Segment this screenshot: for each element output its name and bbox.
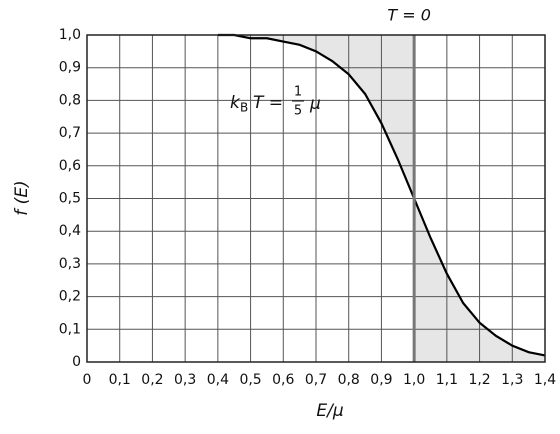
label-den: 5: [294, 104, 302, 119]
label-k: k: [230, 93, 241, 113]
x-tick-label: 0: [83, 372, 92, 388]
y-tick-label: 0,4: [59, 223, 81, 239]
x-tick-label: 1,4: [534, 372, 556, 388]
x-tick-label: 0,1: [109, 372, 131, 388]
x-axis-label: E/μ: [316, 401, 343, 421]
x-tick-label: 1,3: [501, 372, 523, 388]
x-tick-label: 0,7: [305, 372, 327, 388]
y-tick-label: 0,3: [59, 256, 81, 272]
y-tick-label: 0: [72, 354, 81, 370]
label-mu: μ: [309, 94, 321, 114]
x-tick-label: 0,2: [141, 372, 163, 388]
x-tick-label: 0,6: [272, 372, 294, 388]
y-tick-label: 0,5: [59, 191, 81, 207]
x-tick-label: 0,8: [338, 372, 360, 388]
y-tick-label: 0,8: [59, 92, 81, 108]
x-tick-label: 1,1: [436, 372, 458, 388]
x-tick-label: 0,4: [207, 372, 229, 388]
y-tick-label: 0,9: [59, 60, 81, 76]
y-tick-label: 1,0: [59, 27, 81, 43]
y-tick-label: 0,2: [59, 289, 81, 305]
label-t: T =: [253, 93, 283, 113]
x-tick-label: 1,2: [468, 372, 490, 388]
plot-frame: [86, 34, 546, 363]
y-tick-label: 0,1: [59, 321, 81, 337]
x-tick-label: 0,9: [370, 372, 392, 388]
x-tick-label: 0,5: [239, 372, 261, 388]
y-axis-label: f (E): [12, 180, 32, 215]
x-tick-label: 1,0: [403, 372, 425, 388]
curve-label: k B T = 1 5 μ: [230, 85, 321, 119]
y-tick-label: 0,6: [59, 158, 81, 174]
y-tick-label: 0,7: [59, 125, 81, 141]
step-label: T = 0: [387, 6, 431, 25]
label-num: 1: [294, 85, 302, 100]
label-sub: B: [240, 101, 248, 115]
x-tick-label: 0,3: [174, 372, 196, 388]
curve: [217, 33, 546, 357]
